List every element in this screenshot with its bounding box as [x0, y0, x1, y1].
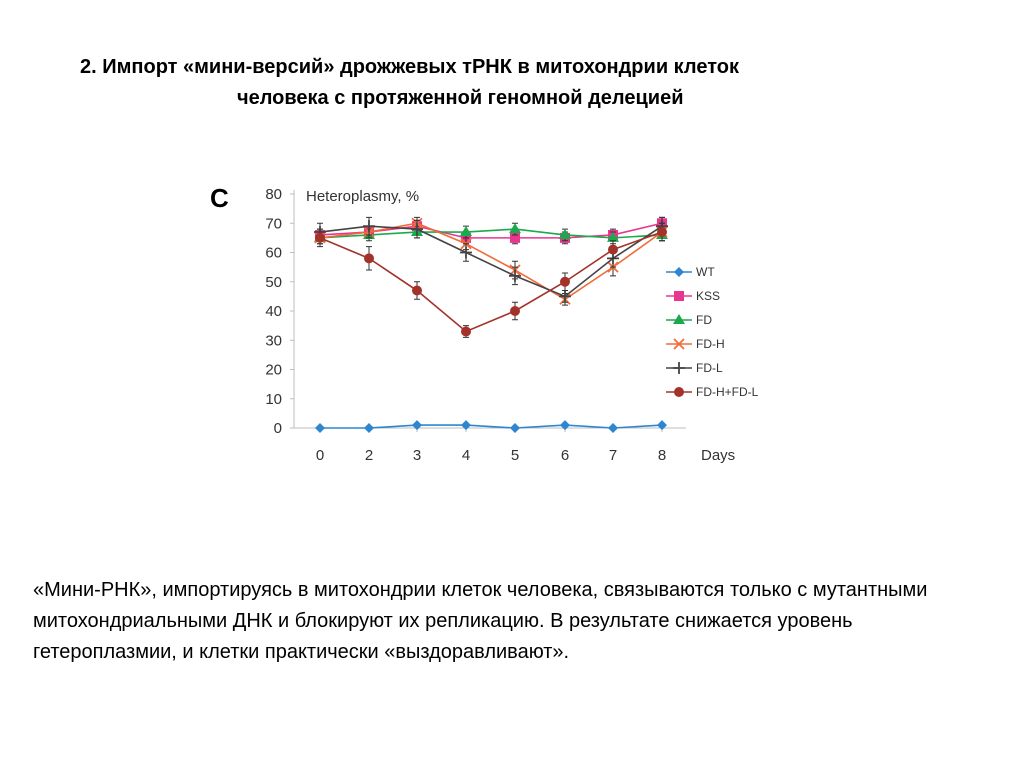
body-text: «Мини-РНК», импортируясь в митохондрии к… [33, 579, 928, 663]
series-line [319, 228, 663, 239]
legend-item: FD [666, 313, 712, 327]
data-point [657, 420, 667, 431]
slide-title: 2. Импорт «мини-версий» дрожжевых тРНК в… [40, 52, 984, 114]
data-point [461, 326, 471, 337]
y-tick-labels: 0 10 20 30 40 50 60 70 80 [265, 186, 282, 437]
legend-marker [674, 291, 684, 301]
series-wt [315, 420, 667, 433]
data-point [560, 420, 570, 431]
x-tick-label: 3 [413, 447, 421, 464]
data-point [315, 232, 325, 243]
series-fd-h-fd-l [315, 222, 667, 338]
title-line-1: 2. Импорт «мини-версий» дрожжевых тРНК в… [80, 56, 739, 78]
data-point [560, 276, 570, 287]
data-point [559, 290, 571, 303]
x-tick-label: 6 [561, 447, 569, 464]
legend-label: WT [696, 265, 715, 279]
y-tick-label: 80 [265, 186, 282, 203]
x-tick-label: 4 [462, 447, 470, 464]
data-point [460, 226, 472, 237]
legend-marker [674, 267, 684, 277]
series-layer [314, 216, 668, 433]
data-point [510, 423, 520, 433]
series-line [320, 424, 663, 429]
data-point [412, 420, 422, 431]
legend-marker [674, 387, 684, 397]
data-point [608, 423, 618, 433]
data-point [509, 269, 521, 282]
y-tick-label: 10 [265, 391, 282, 408]
title-line-2: человека с протяженной геномной делецией [237, 87, 684, 109]
y-tick-label: 0 [274, 420, 282, 437]
legend-marker [673, 338, 685, 350]
data-point [510, 232, 520, 243]
data-point [510, 306, 520, 316]
series-line [319, 222, 663, 301]
data-point [411, 223, 423, 236]
y-axis-title: Heteroplasmy, % [306, 188, 419, 205]
y-tick-label: 60 [265, 245, 282, 262]
x-tick-label: 8 [658, 447, 666, 464]
x-axis-title: Days [701, 447, 735, 464]
x-tick-label: 7 [609, 447, 617, 464]
data-point [608, 244, 618, 255]
y-tick-label: 70 [265, 215, 282, 232]
y-tick-label: 30 [265, 332, 282, 349]
x-tick-labels: 0 2 3 4 5 6 7 8 [316, 447, 666, 464]
legend-label: FD-H [696, 337, 725, 351]
series-fd [314, 222, 668, 245]
data-point [559, 228, 571, 239]
x-tick-label: 0 [316, 447, 324, 464]
data-point [509, 223, 521, 234]
data-point [364, 423, 374, 433]
heteroplasmy-chart: C Heteroplasmy, % Days 01020304050607080… [210, 183, 759, 464]
panel-label: C [210, 183, 229, 213]
y-tick-label: 50 [265, 274, 282, 291]
axes [290, 190, 686, 432]
legend-label: FD-L [696, 361, 723, 375]
legend-label: FD-H+FD-L [696, 385, 759, 399]
series-line [319, 231, 663, 333]
legend-label: KSS [696, 289, 720, 303]
legend-item: FD-L [666, 361, 723, 375]
legend-item: WT [666, 265, 715, 279]
series-line [319, 225, 663, 298]
data-point [363, 220, 375, 233]
x-tick-label: 5 [511, 447, 519, 464]
data-point [412, 285, 422, 296]
legend-marker [673, 314, 685, 324]
data-point [364, 253, 374, 264]
data-point [315, 423, 325, 433]
y-tick-label: 40 [265, 303, 282, 320]
data-point [461, 420, 471, 431]
legend-label: FD [696, 313, 712, 327]
x-tick-label: 2 [365, 447, 373, 464]
data-point [607, 231, 619, 242]
data-point [657, 227, 667, 238]
legend-item: FD-H+FD-L [666, 385, 759, 399]
data-point [460, 246, 472, 259]
legend: WT KSS FD FD-H FD-L FD-H+FD-L [666, 265, 759, 399]
legend-item: KSS [666, 289, 720, 303]
legend-marker [673, 362, 685, 374]
y-tick-label: 20 [265, 362, 282, 379]
legend-item: FD-H [666, 337, 725, 351]
